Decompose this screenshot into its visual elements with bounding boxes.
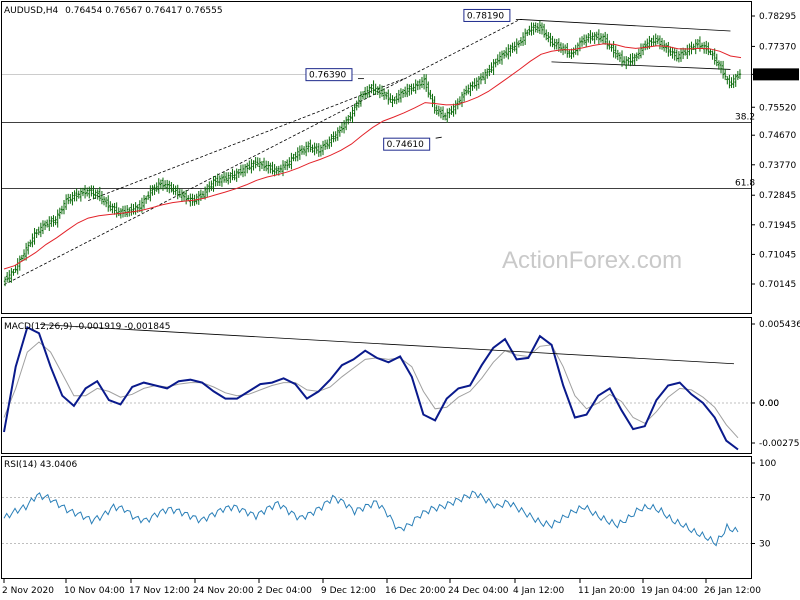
- annotation-label: 0.78190: [467, 11, 504, 21]
- time-tick-label: 24 Dec 04:00: [448, 586, 509, 596]
- annotation-box: [383, 137, 431, 151]
- annotation-box: [463, 8, 511, 22]
- price-tick-label: 0.75520: [759, 103, 796, 113]
- rising-channel-line: [88, 78, 405, 202]
- time-tick-label: 10 Nov 04:00: [64, 586, 125, 596]
- time-tick-label: 26 Jan 12:00: [704, 586, 761, 596]
- price-tick-label: 0.77370: [759, 42, 796, 52]
- time-axis: 2 Nov 2020 10 Nov 04:00 17 Nov 12:00 24 Nov…: [2, 579, 761, 596]
- time-tick-label: 16 Dec 20:00: [385, 586, 446, 596]
- rising-trend-line: [3, 19, 521, 286]
- rsi-panel-frame: [1, 456, 752, 579]
- fib-label-38.2: 38.2: [735, 112, 755, 122]
- time-tick-label: 2 Dec 04:00: [257, 586, 312, 596]
- rsi-label: RSI(14) 43.0406: [4, 460, 77, 470]
- macd-tick-label: 0.00: [759, 399, 779, 409]
- time-tick-label: 11 Jan 20:00: [578, 586, 635, 596]
- macd-trend-line: [39, 324, 735, 365]
- macd-tick-label: -0.002755: [759, 439, 800, 449]
- price-grid: 38.2 61.8: [2, 19, 755, 286]
- rsi-tick-label: 100: [759, 459, 776, 469]
- macd-main-line: [3, 325, 739, 451]
- price-tick-label: 0.78295: [759, 12, 796, 22]
- price-axis: 0.78295 0.77370 0.76555 0.75520 0.74670 0.737…: [751, 12, 799, 290]
- ema-line: [3, 43, 742, 270]
- price-tick-label: 0.70145: [759, 280, 796, 290]
- lower-range-line: [551, 61, 731, 70]
- price-candles: [3, 20, 742, 287]
- annotation-box: [305, 68, 353, 82]
- price-tick-label: 0.74670: [759, 131, 796, 141]
- macd-tick-label: 0.005436: [759, 320, 800, 330]
- rsi-line: [3, 490, 739, 547]
- rsi-tick-label: 70: [759, 494, 771, 504]
- price-panel-frame: [1, 1, 752, 314]
- ohlc-values: 0.76454 0.76567 0.76417 0.76555: [65, 6, 222, 16]
- macd-panel-frame: [1, 317, 752, 454]
- price-tick-label: 0.71945: [759, 221, 796, 231]
- price-tick-label: 0.72845: [759, 191, 796, 201]
- watermark: ActionForex.com: [502, 247, 682, 274]
- rsi-tick-label: 30: [759, 540, 771, 550]
- price-annotations: 0.78190 0.76390 0.74610: [305, 8, 522, 151]
- annotation-connector: [435, 136, 442, 139]
- annotation-label: 0.76390: [309, 71, 346, 81]
- time-tick-label: 2 Nov 2020: [2, 586, 54, 596]
- macd-label: MACD(12,26,9) -0.001919 -0.001845: [4, 322, 170, 332]
- price-tick-label: 0.73770: [759, 161, 796, 171]
- current-price-label: 0.76555: [757, 70, 794, 80]
- current-price-box: [753, 68, 799, 81]
- price-tick-label: 0.71045: [759, 250, 796, 260]
- symbol-header: AUDUSD,H4 0.76454 0.76567 0.76417 0.7655…: [4, 6, 223, 16]
- time-tick-label: 24 Nov 20:00: [193, 586, 254, 596]
- fib-label-61.8: 61.8: [735, 178, 755, 188]
- annotation-label: 0.74610: [387, 140, 424, 150]
- time-tick-label: 9 Dec 12:00: [321, 586, 376, 596]
- upper-range-line: [519, 19, 731, 32]
- macd-tick-label: 0.00: [759, 399, 779, 409]
- symbol-label: AUDUSD,H4: [4, 6, 59, 16]
- time-tick-label: 4 Jan 12:00: [513, 586, 565, 596]
- time-tick-label: 17 Nov 12:00: [129, 586, 190, 596]
- time-tick-label: 19 Jan 04:00: [641, 586, 698, 596]
- rsi-indicator: 100 70 30: [2, 459, 776, 550]
